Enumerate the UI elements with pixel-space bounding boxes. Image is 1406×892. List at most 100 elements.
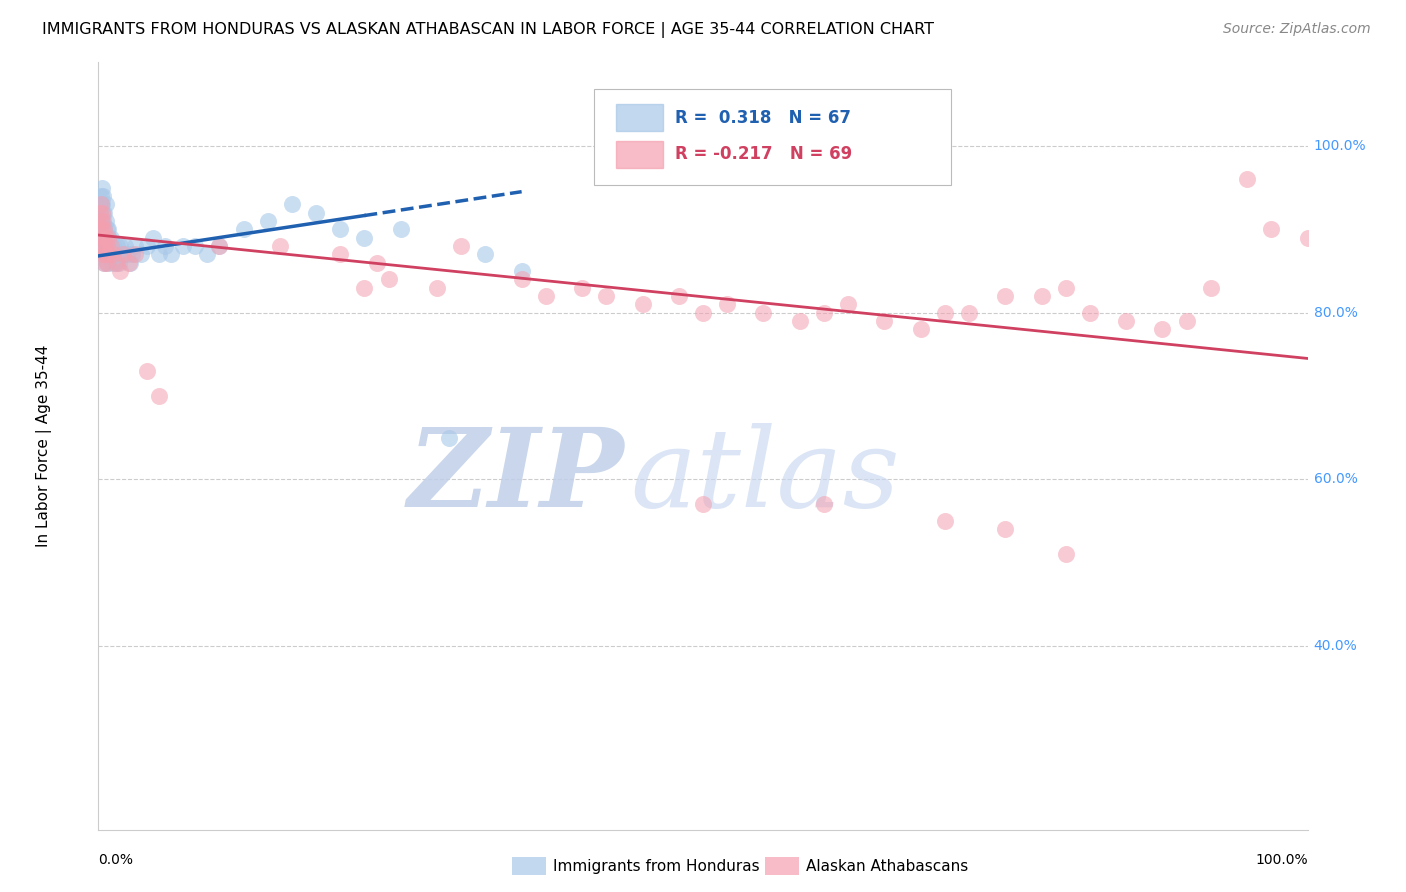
Point [91, 222, 114, 236]
Point [994, 522, 1017, 536]
Point [114, 239, 136, 253]
Point [91, 239, 114, 253]
Point [269, 239, 291, 253]
Point [129, 247, 152, 261]
Point [450, 239, 472, 253]
Point [94, 230, 117, 244]
Point [1078, 305, 1101, 319]
Point [148, 389, 170, 403]
Point [1260, 222, 1282, 236]
Point [108, 239, 131, 253]
Point [474, 247, 496, 261]
Point [91, 205, 114, 219]
Point [90, 230, 112, 244]
Point [1296, 230, 1319, 244]
Point [91, 205, 114, 219]
Point [160, 247, 183, 261]
Text: In Labor Force | Age 35-44: In Labor Force | Age 35-44 [37, 345, 52, 547]
Point [281, 197, 304, 211]
Point [100, 230, 122, 244]
Point [135, 364, 157, 378]
Point [389, 222, 412, 236]
Point [93, 255, 115, 269]
Point [437, 431, 460, 445]
Point [100, 239, 122, 253]
Text: Immigrants from Honduras: Immigrants from Honduras [553, 859, 759, 873]
Point [103, 247, 125, 261]
FancyBboxPatch shape [595, 89, 950, 186]
Text: IMMIGRANTS FROM HONDURAS VS ALASKAN ATHABASCAN IN LABOR FORCE | AGE 35-44 CORREL: IMMIGRANTS FROM HONDURAS VS ALASKAN ATHA… [42, 22, 934, 38]
Point [91, 247, 114, 261]
Point [91, 214, 114, 228]
Point [93, 239, 115, 253]
Point [105, 239, 128, 253]
Point [377, 272, 399, 286]
Point [873, 314, 896, 328]
Point [329, 222, 352, 236]
Point [91, 239, 114, 253]
Point [118, 255, 141, 269]
Point [100, 255, 122, 269]
Point [1054, 280, 1077, 294]
FancyBboxPatch shape [616, 141, 664, 169]
Point [107, 247, 129, 261]
Point [716, 297, 738, 311]
Point [668, 289, 690, 303]
Point [910, 322, 932, 336]
Text: Source: ZipAtlas.com: Source: ZipAtlas.com [1223, 22, 1371, 37]
Point [934, 514, 956, 528]
Point [90, 197, 112, 211]
Point [97, 222, 120, 236]
Point [172, 239, 194, 253]
Point [91, 197, 114, 211]
Point [1031, 289, 1053, 303]
Point [329, 247, 352, 261]
Point [353, 230, 375, 244]
Point [97, 247, 120, 261]
Text: 60.0%: 60.0% [1313, 473, 1358, 486]
Point [94, 197, 117, 211]
Point [97, 239, 120, 253]
Point [104, 255, 127, 269]
Point [94, 247, 117, 261]
Point [1115, 314, 1137, 328]
Point [135, 239, 157, 253]
Point [91, 222, 114, 236]
Point [91, 214, 114, 228]
Point [91, 189, 114, 203]
Point [91, 180, 114, 194]
Point [934, 305, 956, 319]
Point [90, 214, 112, 228]
Point [108, 264, 131, 278]
Point [90, 197, 112, 211]
Point [94, 247, 117, 261]
Point [1152, 322, 1174, 336]
Point [97, 230, 120, 244]
Point [101, 239, 124, 253]
Point [256, 214, 278, 228]
Point [89, 222, 111, 236]
Point [208, 239, 231, 253]
Point [91, 230, 114, 244]
Point [994, 289, 1017, 303]
Point [89, 230, 111, 244]
Point [93, 222, 115, 236]
Point [124, 239, 146, 253]
Point [534, 289, 557, 303]
Point [93, 239, 115, 253]
Point [101, 247, 124, 261]
Point [96, 222, 118, 236]
Point [510, 272, 533, 286]
Point [111, 247, 134, 261]
Point [353, 280, 375, 294]
Point [94, 214, 117, 228]
Point [98, 247, 121, 261]
Point [93, 205, 115, 219]
Point [1175, 314, 1198, 328]
Point [510, 264, 533, 278]
Text: 100.0%: 100.0% [1313, 139, 1367, 153]
Point [153, 239, 176, 253]
Text: 80.0%: 80.0% [1313, 306, 1358, 319]
Point [98, 230, 121, 244]
Point [631, 297, 654, 311]
